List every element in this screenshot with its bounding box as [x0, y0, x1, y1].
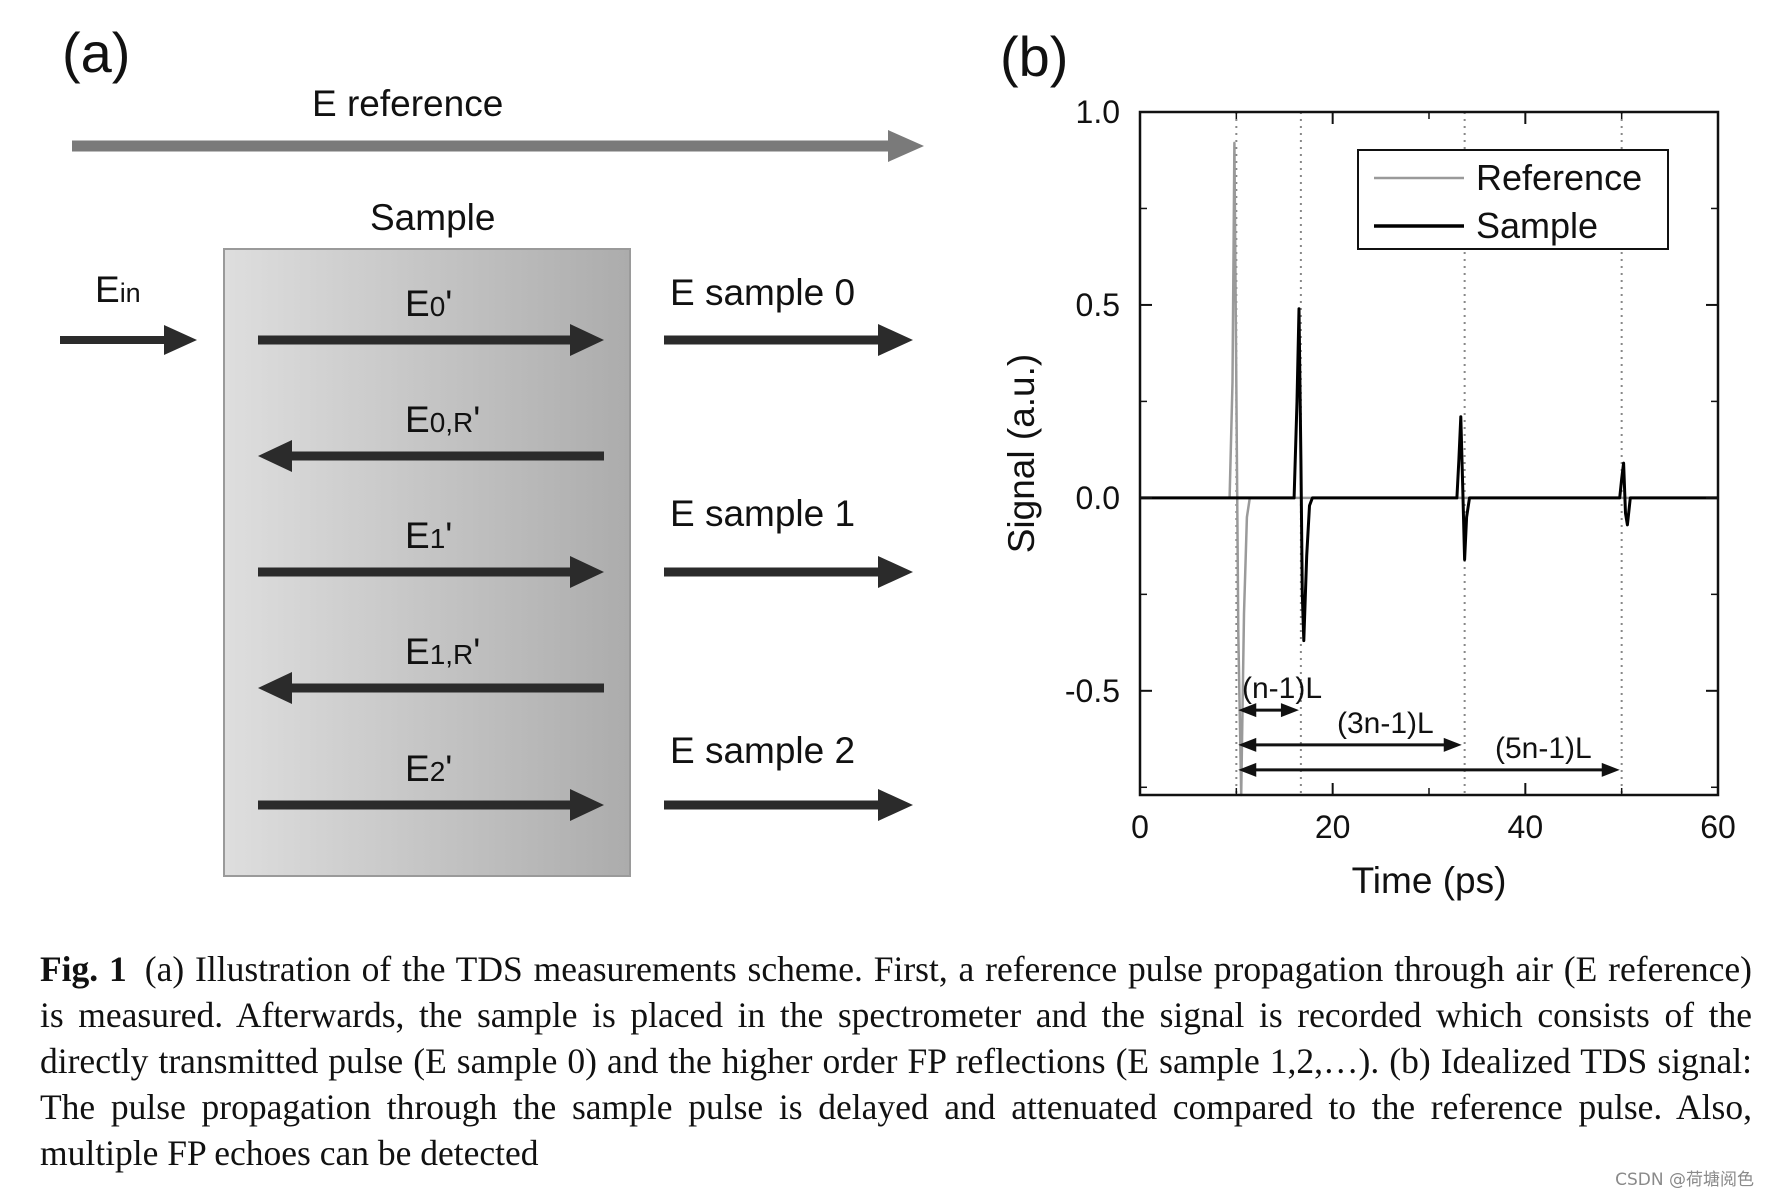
x-tick-label: 0 — [1131, 809, 1149, 845]
figure-caption: Fig. 1 (a) Illustration of the TDS measur… — [40, 946, 1752, 1176]
delay-annotation-2: (5n-1)L — [1238, 732, 1620, 777]
output-label-sample-1: E sample 1 — [670, 493, 855, 534]
y-tick-label: 1.0 — [1076, 94, 1120, 130]
input-arrow — [60, 325, 197, 355]
delay-label: (3n-1)L — [1337, 707, 1434, 740]
output-label-sample-2: E sample 2 — [670, 730, 855, 771]
internal-arrows: E0' E0,R' E1' E1,R' E2' — [258, 283, 604, 821]
internal-arrow-label: E1,R' — [405, 631, 480, 672]
caption-label: Fig. 1 — [40, 949, 127, 989]
internal-arrow-0: E0' — [258, 283, 604, 356]
input-label: Ein — [95, 269, 141, 310]
sample-slab — [223, 248, 631, 877]
panel-a-label: (a) — [62, 21, 130, 84]
internal-arrow-2: E2' — [258, 748, 604, 821]
output-arrows: E sample 0 E sample 1 E sample 2 — [664, 272, 913, 821]
y-tick-label: 0.0 — [1076, 480, 1120, 516]
delay-arrow-head-right — [1280, 703, 1299, 718]
legend-label-sample: Sample — [1476, 205, 1598, 246]
delay-arrow-head-left — [1238, 703, 1257, 718]
y-tick-label: 0.5 — [1076, 287, 1120, 323]
delay-annotation-1: (3n-1)L — [1238, 707, 1462, 752]
delay-arrow-head-right — [1443, 737, 1462, 752]
delay-arrow-head-left — [1238, 762, 1257, 777]
delay-label: (5n-1)L — [1495, 732, 1592, 765]
reference-arrow — [72, 130, 924, 162]
panel-b: (b) 0 20 40 60 1.0 0.5 0.0 -0.5 Time (ps) Signal … — [1000, 25, 1736, 901]
delay-label: (n-1)L — [1242, 672, 1322, 705]
panel-a: (a) E reference Sample Ein E0' E0,R' E1' E1… — [60, 21, 924, 877]
sample-label: Sample — [370, 197, 495, 238]
delay-arrow-head-right — [1601, 762, 1620, 777]
internal-arrow-1: E1' — [258, 515, 604, 588]
figure: (a) E reference Sample Ein E0' E0,R' E1' E1… — [60, 21, 1736, 901]
internal-arrow-label: E0,R' — [405, 399, 480, 440]
y-axis-label: Signal (a.u.) — [1001, 354, 1042, 554]
internal-arrow-label: E1' — [405, 515, 452, 556]
legend-box — [1357, 149, 1669, 250]
internal-arrow-label: E0' — [405, 283, 452, 324]
delay-annotation-0: (n-1)L — [1238, 672, 1322, 718]
internal-arrow-1-r: E1,R' — [258, 631, 604, 704]
delay-arrow-head-left — [1238, 737, 1257, 752]
legend: Reference Sample — [1357, 149, 1669, 250]
internal-arrow-label: E2' — [405, 748, 452, 789]
y-tick-label: -0.5 — [1065, 673, 1120, 709]
x-tick-label: 40 — [1508, 809, 1544, 845]
output-arrow-sample-1: E sample 1 — [664, 493, 913, 588]
internal-arrow-0-r: E0,R' — [258, 399, 604, 472]
x-tick-label: 20 — [1315, 809, 1351, 845]
reference-label: E reference — [312, 83, 503, 124]
series-reference-line — [1140, 141, 1718, 797]
watermark: CSDN @荷塘阅色 — [1615, 1170, 1754, 1190]
output-arrow-sample-2: E sample 2 — [664, 730, 913, 821]
series-sample-line — [1140, 307, 1718, 643]
output-label-sample-0: E sample 0 — [670, 272, 855, 313]
output-arrow-sample-0: E sample 0 — [664, 272, 913, 356]
caption-text: (a) Illustration of the TDS measurements… — [40, 949, 1752, 1173]
signal-chart: 0 20 40 60 1.0 0.5 0.0 -0.5 Time (ps) Signal (a.u… — [1001, 94, 1736, 901]
x-axis-label: Time (ps) — [1352, 860, 1507, 901]
x-tick-label: 60 — [1700, 809, 1736, 845]
panel-b-label: (b) — [1000, 25, 1068, 88]
legend-label-reference: Reference — [1476, 157, 1642, 198]
